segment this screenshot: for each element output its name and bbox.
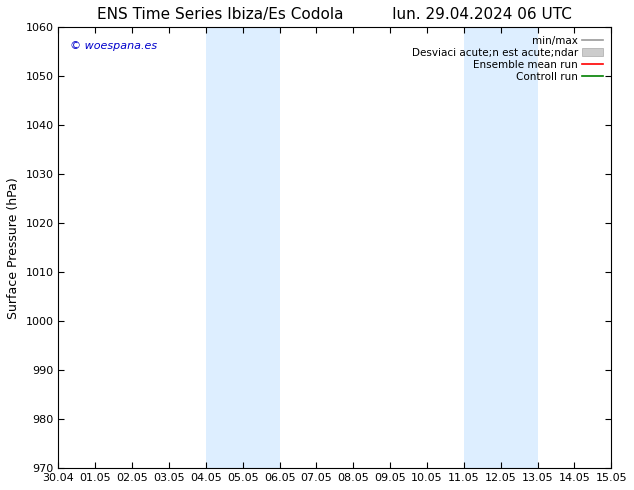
Bar bbox=[206, 27, 280, 468]
Y-axis label: Surface Pressure (hPa): Surface Pressure (hPa) bbox=[7, 177, 20, 318]
Bar bbox=[464, 27, 538, 468]
Legend: min/max, Desviaci acute;n est acute;ndar, Ensemble mean run, Controll run: min/max, Desviaci acute;n est acute;ndar… bbox=[408, 32, 606, 85]
Text: © woespana.es: © woespana.es bbox=[70, 41, 157, 50]
Title: ENS Time Series Ibiza/Es Codola          lun. 29.04.2024 06 UTC: ENS Time Series Ibiza/Es Codola lun. 29.… bbox=[98, 7, 573, 22]
